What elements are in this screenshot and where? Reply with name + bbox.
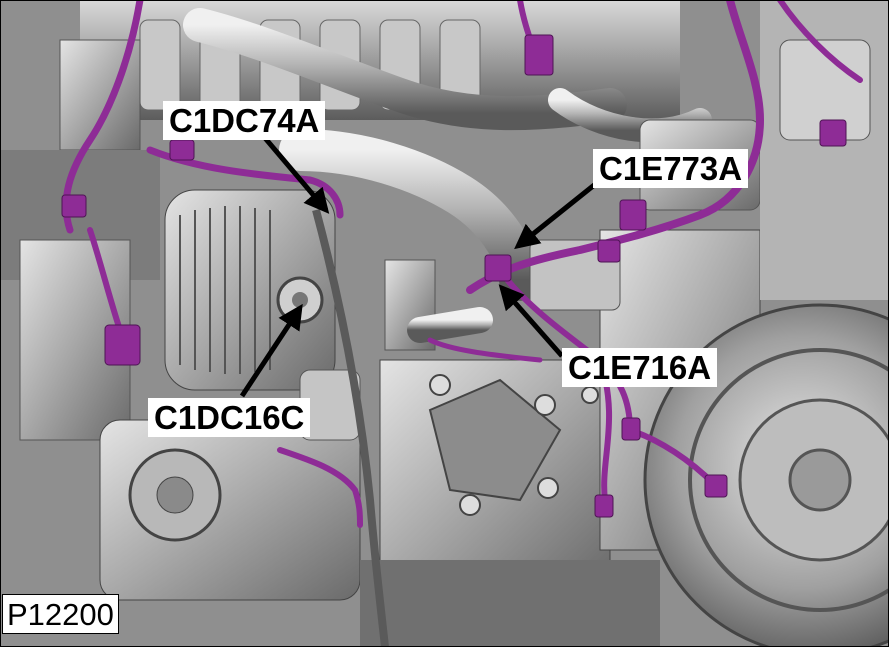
callout-label-c1dc16c: C1DC16C xyxy=(148,398,311,437)
arrow-c1dc74a xyxy=(263,136,330,214)
callout-label-c1e773a: C1E773A xyxy=(593,149,749,188)
arrow-c1e773a xyxy=(514,180,600,250)
callout-label-c1e716a: C1E716A xyxy=(562,348,718,387)
figure-id: P12200 xyxy=(2,594,119,634)
flywheel xyxy=(643,303,889,647)
lower-housing xyxy=(99,369,361,601)
callout-label-c1dc74a: C1DC74A xyxy=(163,101,326,140)
leader-arrows xyxy=(239,136,600,398)
alternator xyxy=(164,189,336,391)
arrow-c1e716a xyxy=(498,284,564,358)
arrow-c1dc16c xyxy=(239,303,303,398)
dipstick-tube xyxy=(312,208,389,647)
connectors xyxy=(61,34,847,518)
